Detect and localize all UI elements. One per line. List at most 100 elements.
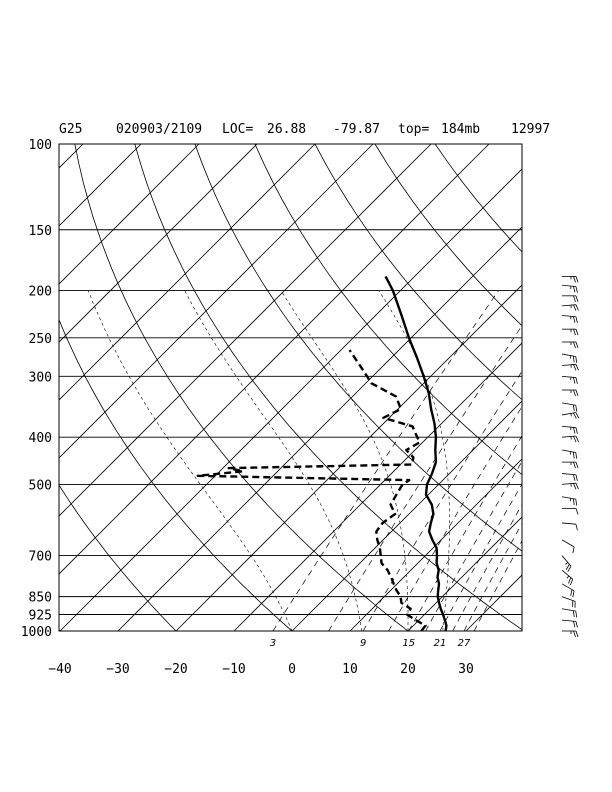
pressure-tick-label: 1000 (21, 625, 52, 640)
wind-barb (561, 555, 572, 572)
header-top-value: 184mb (441, 122, 480, 137)
dry-adiabat (314, 144, 522, 401)
isotherm-line (524, 144, 612, 631)
isotherm-line (59, 168, 522, 631)
pressure-tick-label: 700 (29, 550, 52, 565)
pressure-tick-label: 400 (29, 431, 52, 446)
mixing-ratio-line (473, 540, 522, 631)
mixing-ratio-label: 9 (360, 638, 366, 649)
wind-barb (561, 539, 575, 554)
moist-adiabat (280, 290, 409, 631)
dry-adiabat (59, 629, 61, 631)
temperature-axis-labels: −40 −30 −20 −10 0 10 20 30 (48, 662, 474, 677)
background-grid (0, 144, 612, 631)
dry-adiabat (254, 144, 522, 476)
header-lon: -79.87 (333, 122, 380, 137)
wind-barb (561, 315, 578, 323)
wind-barb (561, 496, 578, 506)
wind-barb (561, 482, 579, 490)
mixing-ratio-labels: 3 9 15 21 27 (270, 638, 471, 649)
header-lat: 26.88 (267, 122, 306, 137)
wind-barb (561, 608, 578, 618)
temperature-tick-label: −30 (106, 662, 129, 677)
temperature-profile-line (384, 275, 448, 631)
pressure-tick-label: 300 (29, 370, 52, 385)
temperature-tick-label: −40 (48, 662, 71, 677)
wind-barb (561, 412, 580, 419)
temperature-tick-label: 10 (342, 662, 358, 677)
dry-adiabat (74, 144, 409, 631)
isotherm-line (349, 458, 522, 631)
isotherm-line (291, 400, 522, 631)
wind-barb (561, 583, 575, 598)
isotherm-line (175, 284, 522, 631)
temperature-tick-label: −10 (222, 662, 245, 677)
isotherm-line (59, 144, 142, 227)
wind-barb (561, 449, 578, 459)
mixing-ratio-line (272, 290, 499, 631)
header-id: 12997 (511, 122, 550, 137)
dry-adiabat (59, 318, 293, 631)
mixing-ratio-line (425, 460, 522, 631)
wind-barb (562, 507, 579, 515)
mixing-ratio-line (439, 483, 522, 631)
mixing-ratio-line (362, 370, 522, 631)
dry-adiabat (59, 484, 177, 631)
wind-barb (561, 353, 578, 363)
mixing-ratio-line (388, 405, 522, 631)
mixing-ratio-label: 15 (402, 638, 415, 649)
mixing-ratio-line (328, 324, 522, 631)
mixing-ratio-label: 21 (434, 638, 447, 649)
wind-barb (561, 522, 578, 531)
isotherm-line (59, 144, 200, 285)
temperature-tick-label: 20 (400, 662, 416, 677)
dewpoint-profile-line (196, 349, 427, 631)
wind-barb (561, 363, 579, 371)
mixing-ratio-line (452, 503, 522, 631)
header-station: G25 (59, 122, 82, 137)
isotherm-line (0, 144, 25, 631)
isotherm-line (59, 144, 258, 343)
wind-barb (561, 596, 576, 608)
temperature-tick-label: −20 (164, 662, 187, 677)
pressure-tick-label: 100 (29, 138, 52, 153)
wind-barb (561, 473, 578, 482)
wind-barb (562, 328, 579, 336)
sounding-series (196, 275, 448, 631)
pressure-tick-label: 850 (29, 591, 52, 606)
isotherm-line (59, 144, 316, 401)
wind-barb (562, 461, 579, 469)
wind-barb (561, 402, 578, 412)
isotherm-line (233, 342, 522, 631)
pressure-tick-label: 500 (29, 478, 52, 493)
dry-adiabat (194, 144, 522, 552)
temperature-tick-label: 30 (458, 662, 474, 677)
mixing-ratio-label: 3 (270, 638, 276, 649)
wind-barb (561, 619, 578, 628)
plot-frame (58, 143, 523, 632)
wind-barb (561, 375, 578, 384)
isotherm-line (59, 144, 490, 575)
wind-barb (561, 284, 578, 293)
pressure-tick-label: 200 (29, 285, 52, 300)
moist-adiabat (378, 290, 450, 631)
header-loc-label: LOC= (222, 122, 253, 137)
header-top-label: top= (398, 122, 429, 137)
temperature-tick-label: 0 (288, 662, 296, 677)
wind-barb (562, 295, 579, 302)
wind-barb-profile (561, 275, 580, 638)
dry-adiabat (434, 144, 522, 253)
dry-adiabat (134, 144, 522, 631)
moist-adiabat (87, 290, 293, 631)
pressure-tick-label: 250 (29, 332, 52, 347)
wind-barb (561, 425, 578, 434)
wind-barb (561, 569, 574, 586)
pressure-tick-label: 925 (29, 609, 52, 624)
wind-barb (562, 630, 579, 638)
isotherm-line (407, 516, 522, 631)
wind-barb (562, 275, 579, 283)
wind-barb (561, 435, 579, 443)
mixing-ratio-line (463, 522, 522, 631)
